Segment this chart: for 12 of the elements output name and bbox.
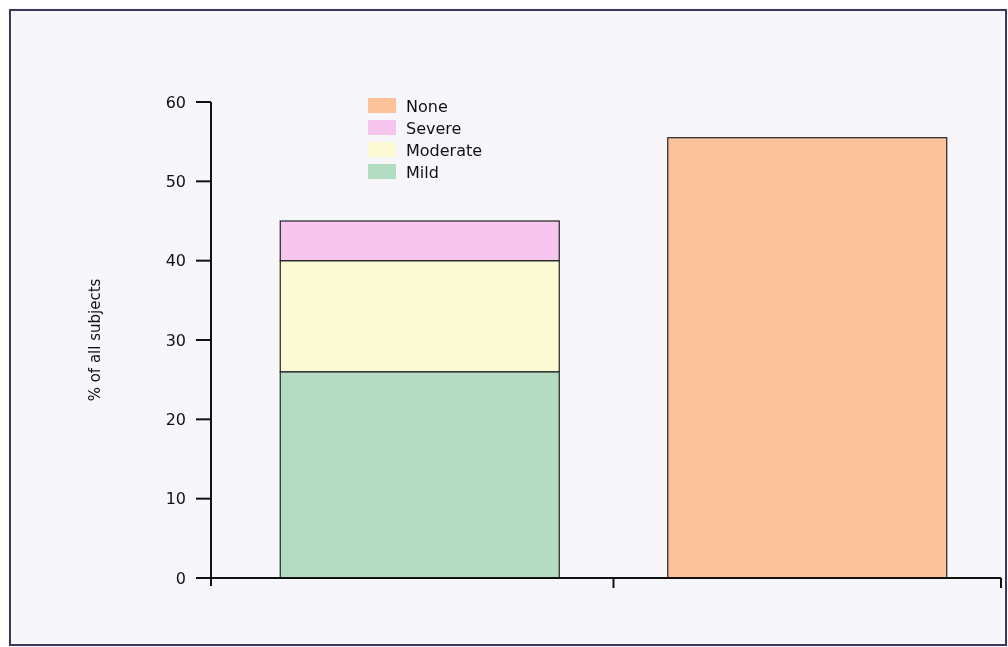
y-tick-label: 30 [165,330,186,350]
legend-label: Severe [406,118,462,138]
y-tick-label: 20 [165,409,186,429]
legend-label: None [406,96,448,116]
legend-label: Moderate [406,140,483,160]
y-tick-label: 40 [165,251,186,271]
legend-label: Mild [406,162,439,182]
y-tick-label: 60 [165,92,186,112]
y-axis-title: % of all subjects [86,278,104,402]
y-tick-label: 0 [175,568,186,588]
y-tick-label: 50 [165,171,186,191]
y-tick-label: 10 [165,489,186,509]
